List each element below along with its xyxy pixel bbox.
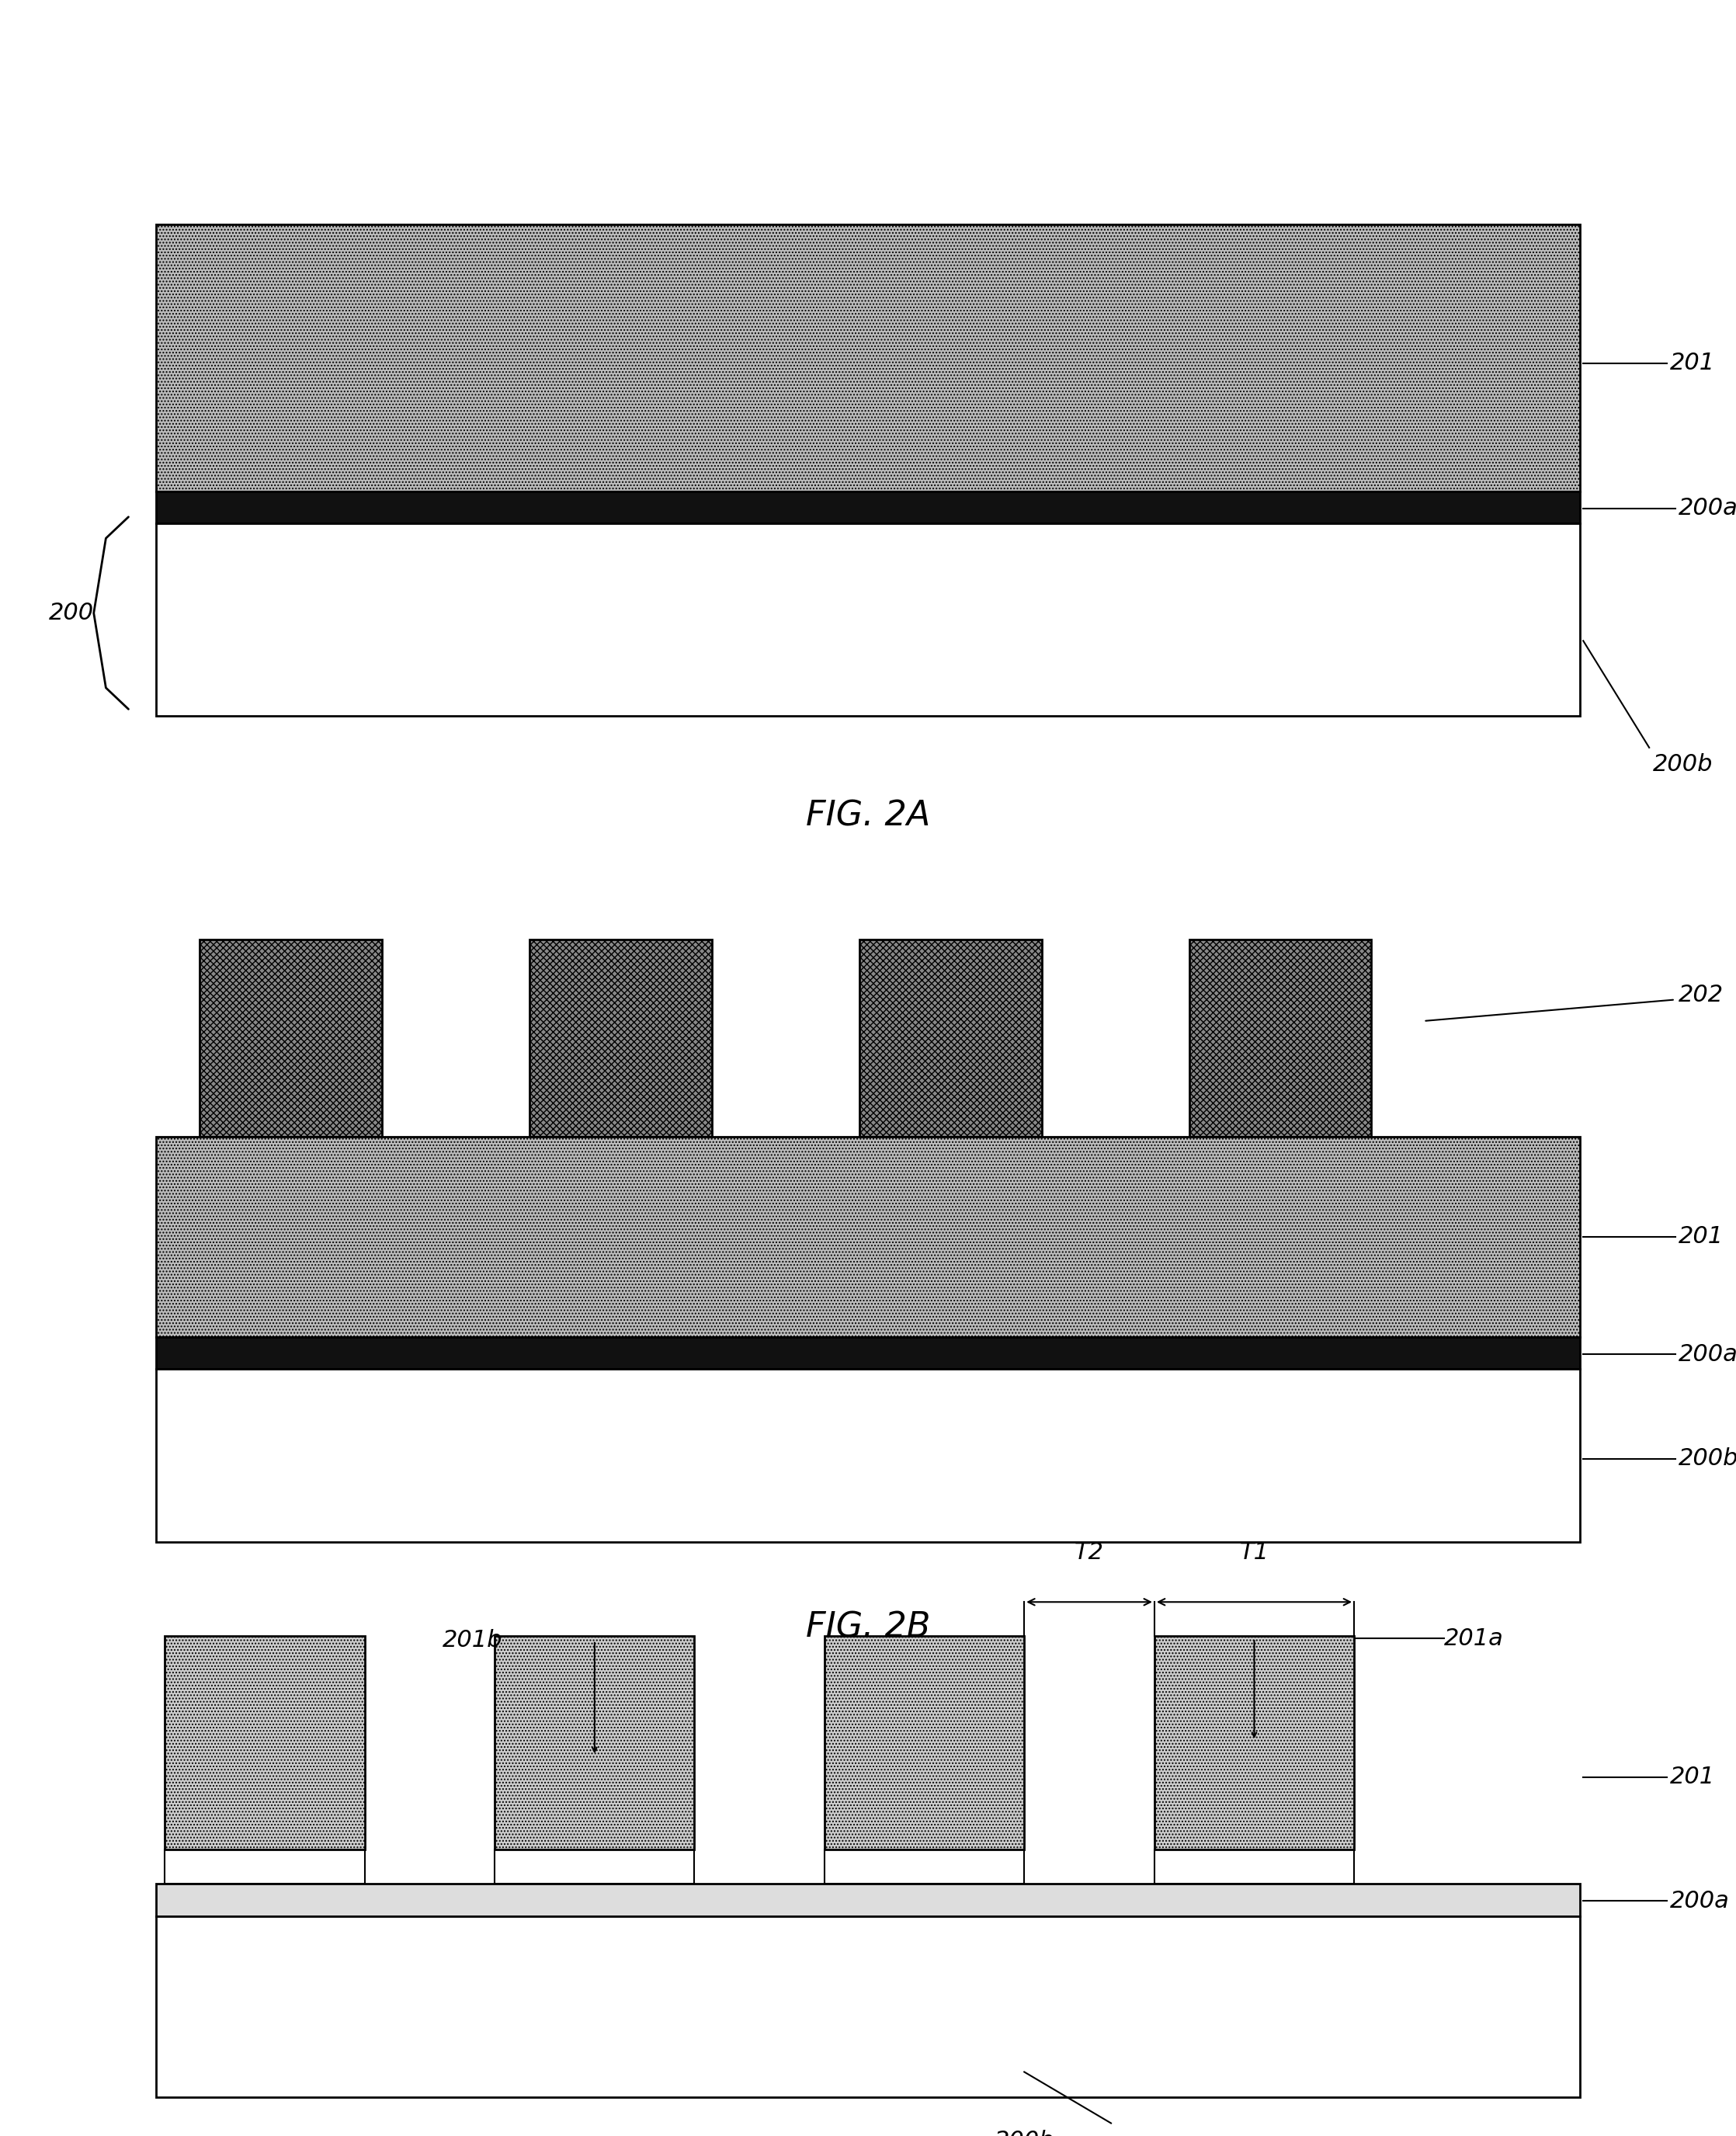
Text: 200a: 200a — [1670, 1890, 1729, 1912]
Text: 201: 201 — [1670, 352, 1715, 374]
Text: 201a: 201a — [1444, 1628, 1503, 1649]
Text: T1: T1 — [1240, 1540, 1269, 1564]
Text: 200: 200 — [49, 602, 94, 624]
Text: T2: T2 — [1075, 1540, 1104, 1564]
Bar — [495, 1850, 694, 1884]
Bar — [156, 224, 1580, 491]
Text: FIG. 2B: FIG. 2B — [806, 1611, 930, 1645]
Bar — [859, 940, 1042, 1136]
Text: 202: 202 — [1679, 985, 1724, 1006]
Bar — [165, 1636, 365, 1850]
Bar — [156, 1884, 1580, 1916]
Bar — [156, 1916, 1580, 2098]
Bar — [825, 1850, 1024, 1884]
Text: 200b: 200b — [1653, 754, 1713, 775]
Bar — [1154, 1636, 1354, 1850]
Bar — [495, 1636, 694, 1850]
Bar — [529, 940, 712, 1136]
Text: 201: 201 — [1670, 1766, 1715, 1788]
Bar — [156, 1369, 1580, 1542]
Bar — [156, 1136, 1580, 1337]
Bar — [156, 491, 1580, 523]
Bar — [165, 1850, 365, 1884]
Bar — [1189, 940, 1371, 1136]
Text: 200a: 200a — [1679, 498, 1736, 519]
Bar — [156, 523, 1580, 716]
Bar — [825, 1636, 1024, 1850]
Bar — [200, 940, 382, 1136]
Text: 200b: 200b — [995, 2130, 1054, 2136]
Text: FIG. 2A: FIG. 2A — [806, 799, 930, 833]
Bar — [156, 1337, 1580, 1369]
Text: 200b: 200b — [1679, 1448, 1736, 1470]
Bar — [1154, 1850, 1354, 1884]
Text: 200a: 200a — [1679, 1344, 1736, 1365]
Text: 201: 201 — [1679, 1226, 1724, 1247]
Text: 201b: 201b — [443, 1630, 502, 1651]
